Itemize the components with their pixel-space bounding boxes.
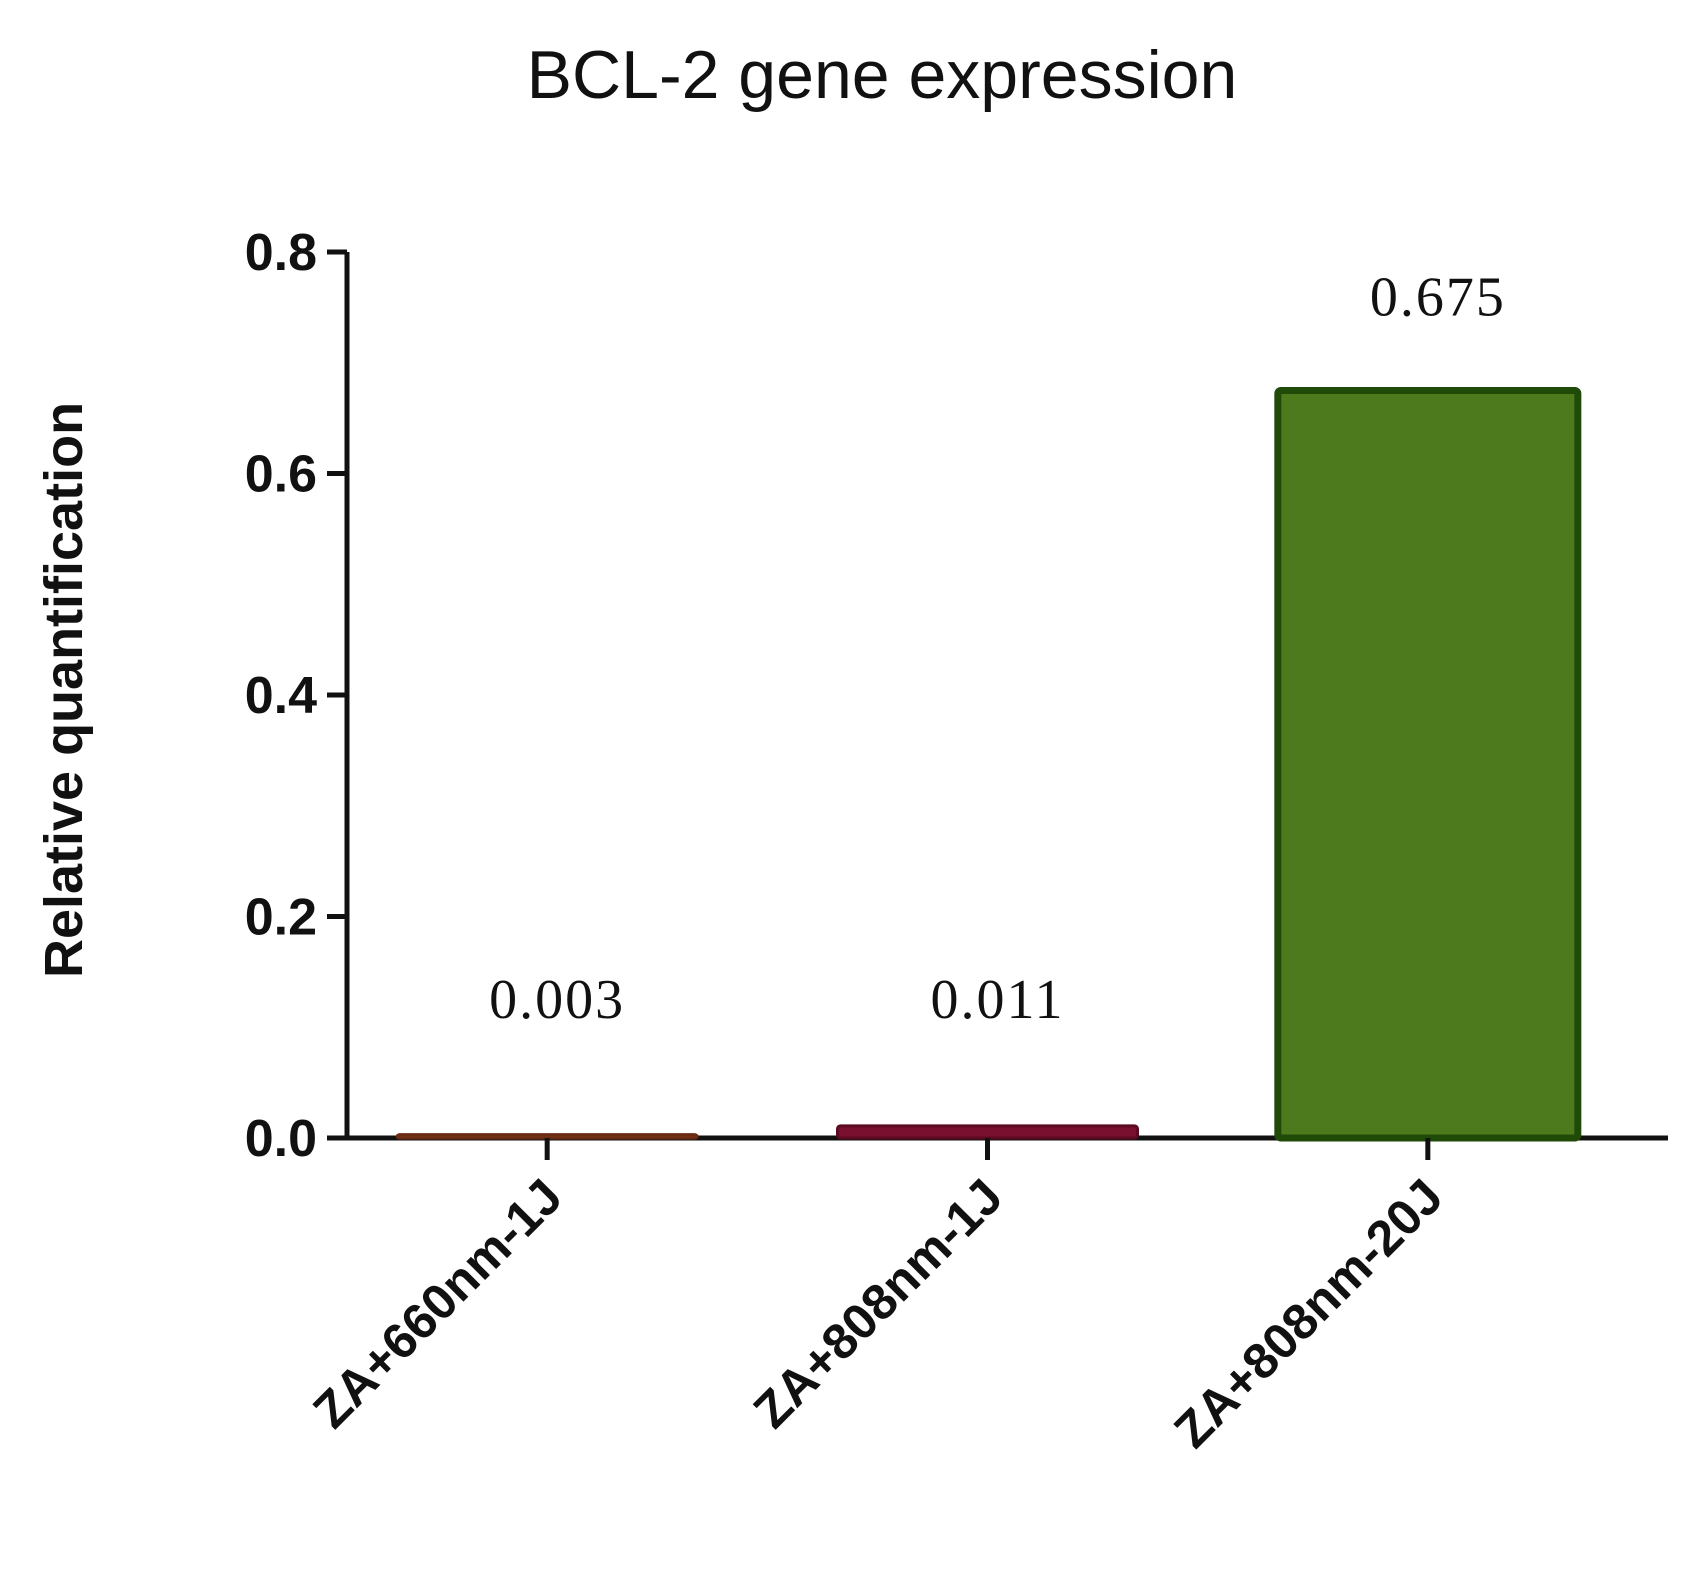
bar [836, 1124, 1139, 1140]
chart-title: BCL-2 gene expression [527, 37, 1238, 113]
y-tick-label: 0.8 [245, 224, 317, 282]
data-labels: 0.003 0.011 0.675 [489, 266, 1506, 1031]
bar [395, 1133, 699, 1140]
x-category-labels: ZA+660nm-1J ZA+808nm-1J ZA+808nm-20J [302, 1138, 1454, 1458]
x-category-label: ZA+808nm-20J [1163, 1168, 1453, 1458]
bar [1274, 386, 1582, 1142]
x-category-label: ZA+660nm-1J [302, 1168, 573, 1439]
y-tick-label: 0.2 [245, 889, 317, 947]
y-tick-label: 0.6 [245, 446, 317, 504]
y-tick-label: 0.0 [245, 1110, 317, 1168]
data-label: 0.675 [1370, 266, 1506, 328]
data-label: 0.011 [931, 969, 1065, 1031]
y-axis-label: Relative quantification [34, 402, 94, 978]
bars [395, 386, 1582, 1142]
x-category-label: ZA+808nm-1J [743, 1168, 1014, 1439]
data-label: 0.003 [489, 969, 625, 1031]
y-ticks: 0.0 0.2 0.4 0.6 0.8 [245, 224, 347, 1168]
y-tick-label: 0.4 [245, 667, 317, 725]
